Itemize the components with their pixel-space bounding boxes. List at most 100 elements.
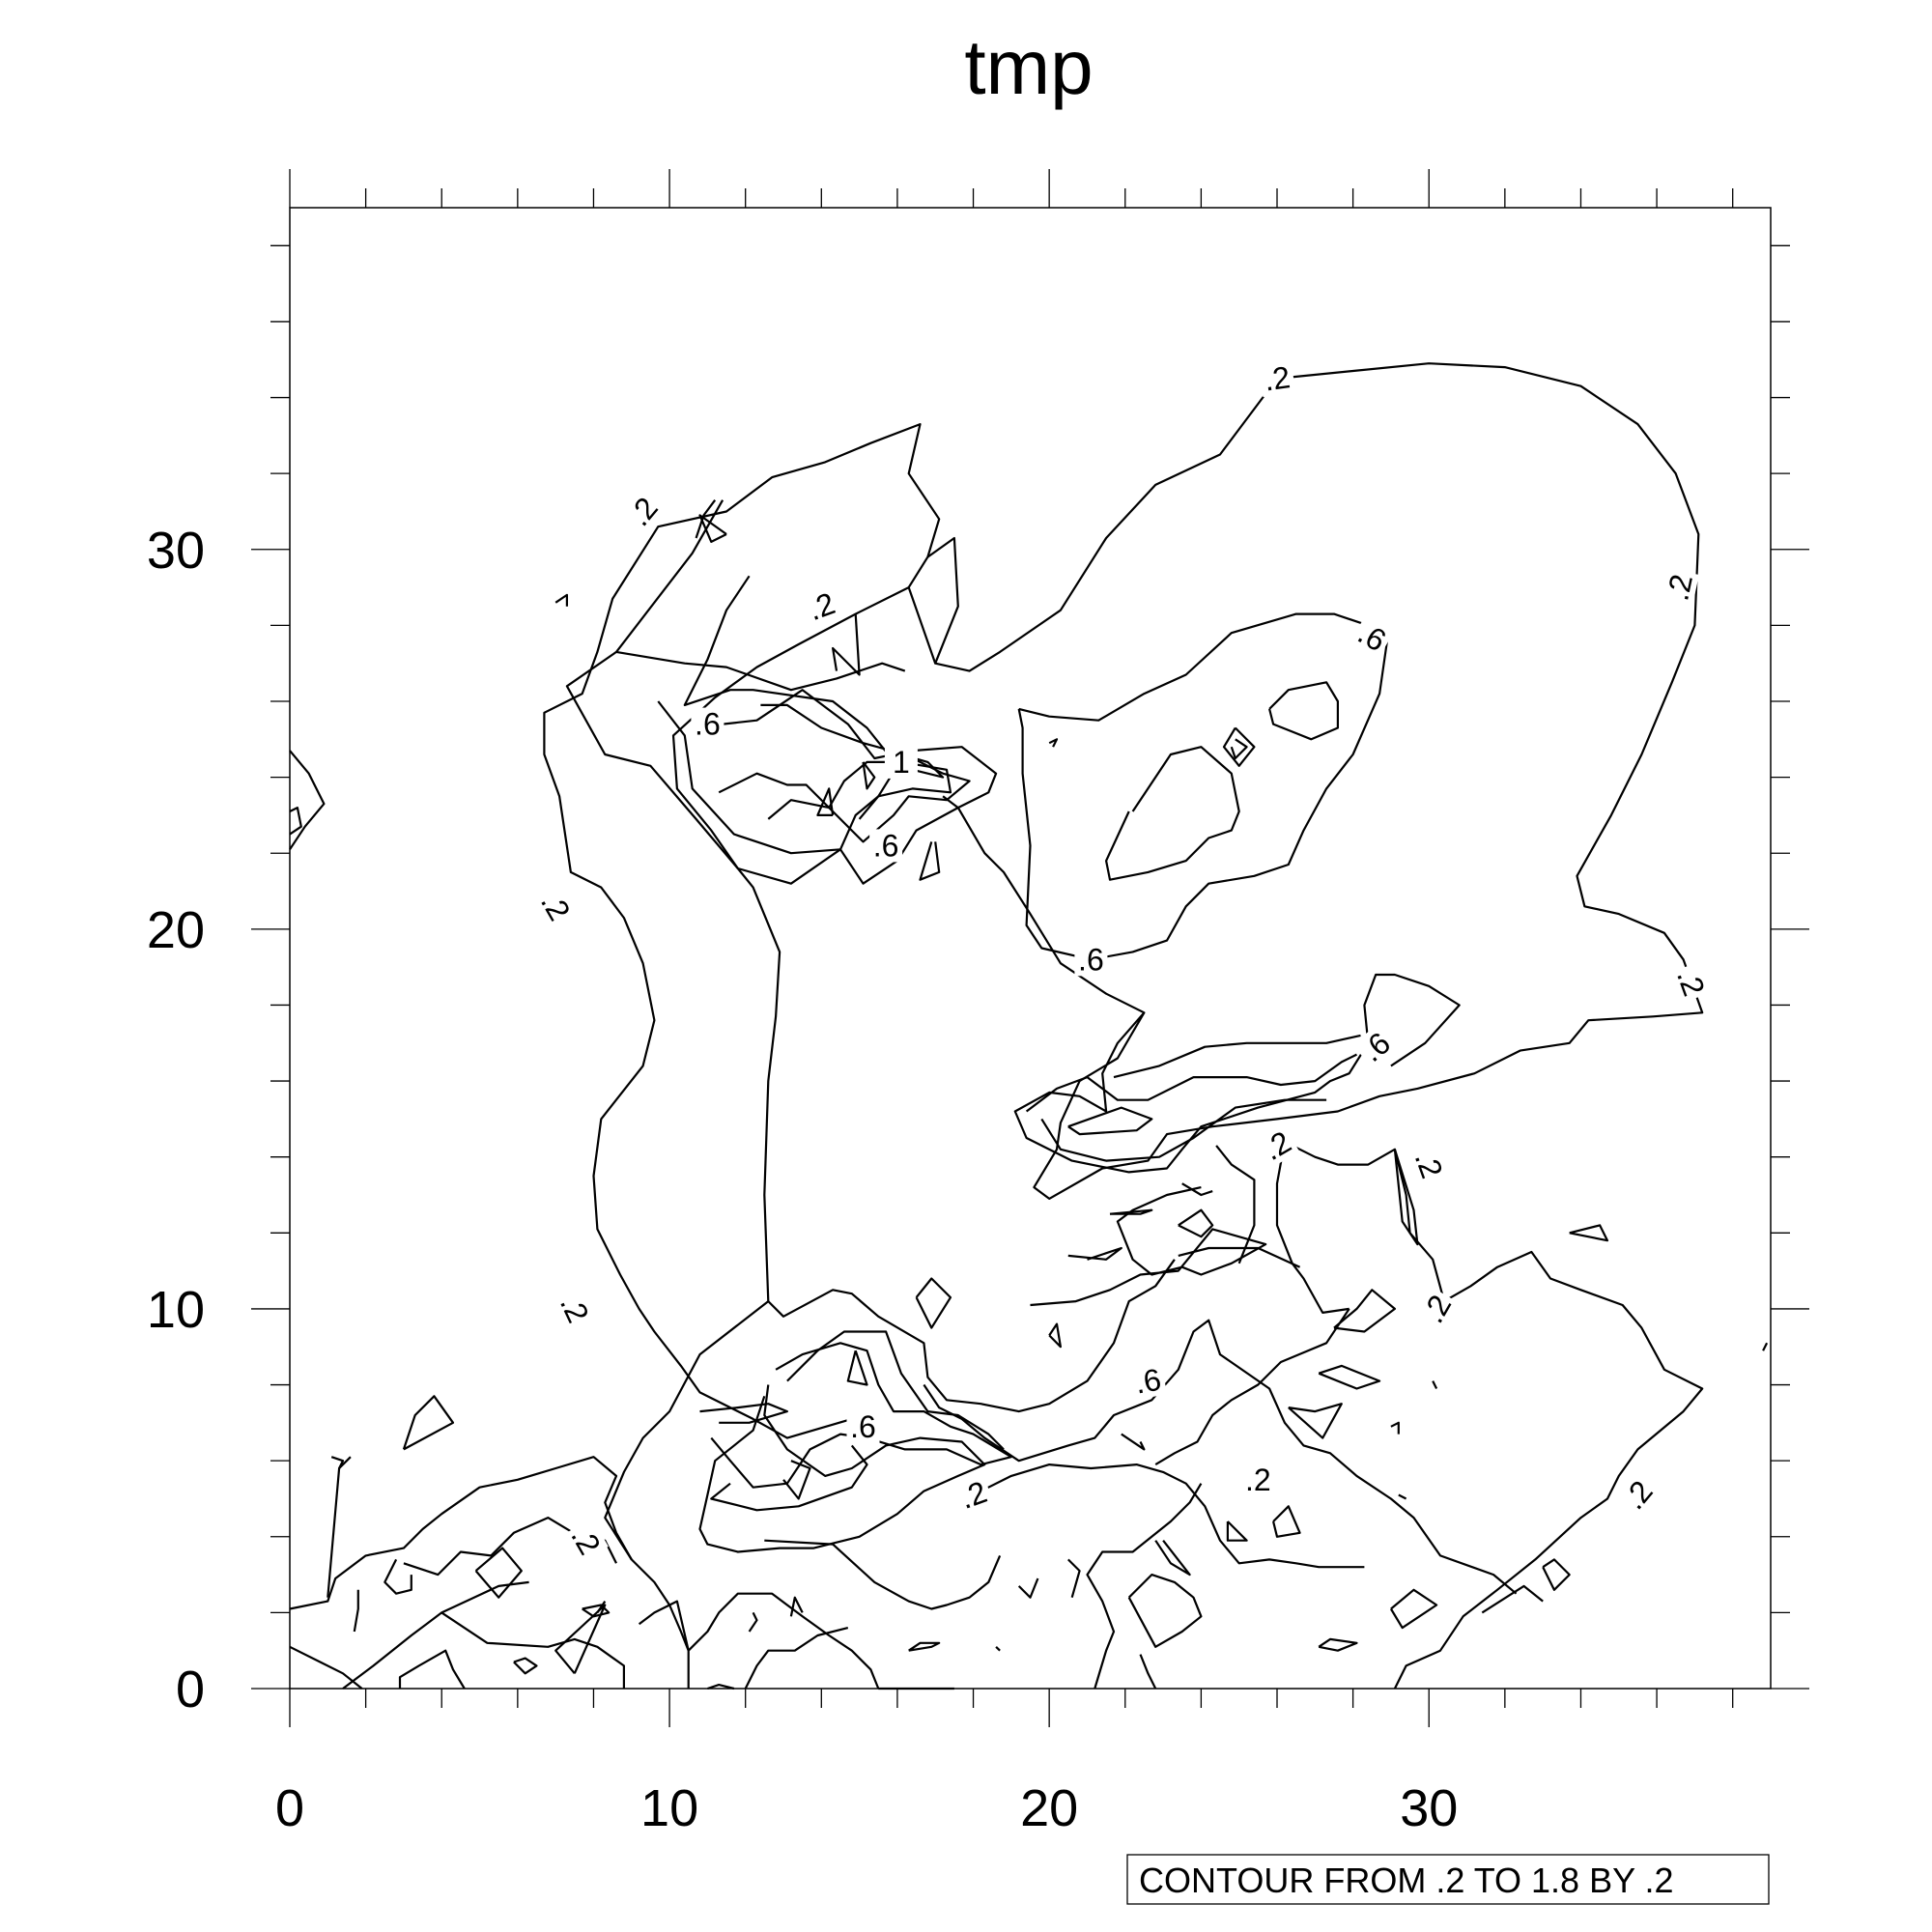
contour-line-70 bbox=[440, 1611, 625, 1689]
contour-label-9: .2 bbox=[1413, 1286, 1460, 1332]
contour-label-bg bbox=[563, 1518, 609, 1563]
contour-label-0: .2 bbox=[619, 488, 667, 535]
contour-line-86 bbox=[908, 1641, 941, 1652]
contour-line-44 bbox=[1318, 1364, 1381, 1390]
contour-line-36 bbox=[1178, 1246, 1301, 1268]
contour-info-frame bbox=[1126, 1854, 1770, 1905]
contour-line-23 bbox=[1013, 973, 1461, 1174]
x-tick-label-20: 20 bbox=[1020, 1779, 1078, 1837]
contour-line-85 bbox=[789, 1596, 804, 1617]
contour-lines bbox=[289, 362, 1769, 1690]
contour-line-95 bbox=[1762, 1342, 1769, 1351]
contour-label-2: .2 bbox=[1258, 359, 1296, 398]
contour-line-47 bbox=[1272, 1505, 1301, 1538]
contour-label-17: .6 bbox=[1074, 942, 1108, 977]
contour-label-14: .6 bbox=[691, 707, 724, 742]
contour-label-18: .6 bbox=[1352, 1023, 1400, 1070]
contour-line-16 bbox=[919, 841, 941, 881]
contour-line-58 bbox=[782, 1460, 811, 1500]
contour-label-text: .6 bbox=[695, 707, 721, 742]
contour-label-text: 1 bbox=[893, 745, 910, 780]
contour-label-5: .2 bbox=[1669, 961, 1713, 1004]
y-tick-label-20: 20 bbox=[147, 901, 205, 959]
contour-line-75 bbox=[554, 1604, 607, 1675]
contour-line-27 bbox=[1113, 1034, 1361, 1079]
contour-line-10 bbox=[657, 689, 998, 885]
x-tick-label-10: 10 bbox=[640, 1779, 698, 1837]
contour-line-62 bbox=[1048, 1322, 1062, 1349]
contour-line-34 bbox=[1181, 1182, 1213, 1197]
contour-line-82 bbox=[764, 1539, 1002, 1610]
contour-label-19: .6 bbox=[1128, 1362, 1168, 1401]
contour-line-3 bbox=[907, 586, 937, 665]
contour-line-89 bbox=[1067, 1558, 1081, 1599]
contour-label-bg bbox=[1241, 1463, 1275, 1496]
contour-label-bg bbox=[619, 488, 667, 535]
contour-line-52 bbox=[1318, 1637, 1358, 1652]
contour-label-bg bbox=[532, 884, 579, 929]
contour-label-15: .6 bbox=[869, 828, 903, 863]
contour-label-4: .2 bbox=[532, 884, 579, 929]
contour-line-17 bbox=[1017, 612, 1389, 961]
contour-label-text: .2 bbox=[1616, 1474, 1660, 1517]
contour-label-bg bbox=[1614, 1471, 1662, 1519]
contour-line-5 bbox=[832, 613, 861, 676]
contour-line-43 bbox=[1333, 1289, 1396, 1333]
contour-label-bg bbox=[691, 707, 724, 741]
contour-line-41 bbox=[923, 1319, 1518, 1595]
contour-label-20: .6 bbox=[846, 1409, 880, 1444]
contour-line-54 bbox=[698, 1384, 986, 1553]
axis-tick-labels: 0 10 20 30 0 10 20 30 bbox=[147, 522, 1458, 1837]
contour-label-text: .2 bbox=[554, 1290, 596, 1327]
contour-line-19 bbox=[1105, 746, 1240, 881]
contour-label-bg bbox=[1407, 1143, 1450, 1186]
contour-label-text: .6 bbox=[1354, 1025, 1397, 1068]
contour-line-91 bbox=[1127, 1574, 1203, 1648]
y-tick-label-30: 30 bbox=[147, 522, 205, 580]
contour-line-2 bbox=[926, 362, 1704, 1200]
contour-line-7 bbox=[554, 593, 568, 607]
contour-line-26 bbox=[1040, 1098, 1327, 1162]
contour-label-text: .6 bbox=[1132, 1362, 1164, 1401]
contour-line-92 bbox=[1139, 1654, 1157, 1690]
contour-line-18 bbox=[1048, 738, 1059, 748]
contour-label-text: .2 bbox=[1262, 359, 1292, 397]
contour-line-66 bbox=[353, 1589, 359, 1633]
contour-line-60 bbox=[767, 1259, 1176, 1413]
contour-label-3: .2 bbox=[1660, 567, 1699, 608]
contour-line-93 bbox=[1154, 1540, 1191, 1577]
contour-line-45 bbox=[1288, 1403, 1343, 1439]
contour-info-label: CONTOUR FROM .2 TO 1.8 BY .2 bbox=[1139, 1861, 1673, 1900]
contour-line-55 bbox=[710, 1342, 1012, 1489]
contour-label-bg bbox=[1352, 1023, 1400, 1070]
contour-line-88 bbox=[1017, 1577, 1039, 1599]
contour-line-81 bbox=[744, 1627, 849, 1690]
contour-line-31 bbox=[1569, 1224, 1609, 1242]
contour-label-text: .2 bbox=[1408, 1147, 1450, 1182]
contour-line-6 bbox=[695, 499, 717, 539]
contour-line-4 bbox=[565, 499, 898, 885]
contour-line-15 bbox=[862, 761, 876, 790]
contour-line-24 bbox=[1067, 1106, 1153, 1136]
contour-line-39 bbox=[1067, 1246, 1122, 1261]
contour-line-68 bbox=[342, 1580, 529, 1690]
contour-label-10: .2 bbox=[563, 1518, 609, 1563]
contour-line-49 bbox=[1398, 1493, 1407, 1500]
contour-line-84 bbox=[748, 1611, 758, 1633]
y-tick-label-10: 10 bbox=[147, 1281, 205, 1339]
contour-label-bg bbox=[869, 829, 903, 863]
contour-label-13: .2 bbox=[1614, 1471, 1662, 1519]
contour-label-7: .2 bbox=[1254, 1122, 1300, 1169]
contour-line-12 bbox=[767, 760, 952, 820]
contour-line-90 bbox=[1086, 1483, 1203, 1690]
contour-line-79 bbox=[687, 1592, 880, 1690]
contour-label-bg bbox=[553, 1287, 597, 1331]
contour-line-78 bbox=[638, 1600, 690, 1651]
contour-line-1 bbox=[543, 423, 941, 1560]
contour-line-73 bbox=[474, 1547, 523, 1599]
x-tick-label-30: 30 bbox=[1400, 1779, 1458, 1837]
contour-line-29 bbox=[1393, 1149, 1419, 1246]
contour-line-0 bbox=[289, 1456, 690, 1652]
contour-label-6: .2 bbox=[553, 1287, 597, 1331]
contour-line-97 bbox=[289, 807, 302, 836]
